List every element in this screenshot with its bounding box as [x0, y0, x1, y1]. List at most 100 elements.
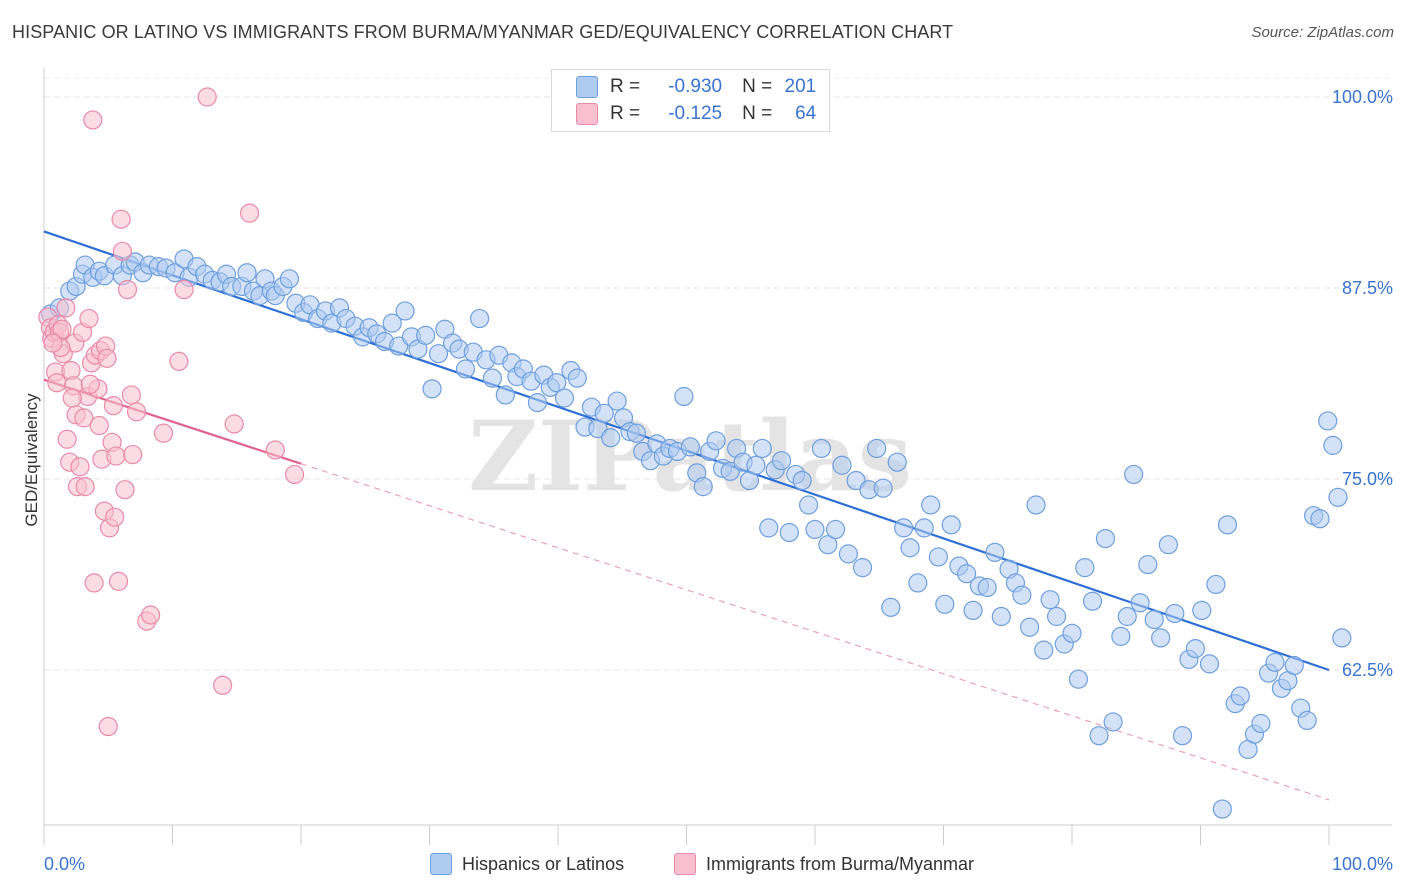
point-hispanic: [921, 495, 941, 515]
point-burma: [224, 414, 244, 434]
point-burma: [126, 402, 147, 422]
point-hispanic: [279, 269, 300, 289]
point-burma: [80, 374, 100, 394]
point-burma: [284, 464, 305, 485]
point-burma: [265, 440, 285, 460]
point-hispanic: [1040, 590, 1060, 610]
chart-title: HISPANIC OR LATINO VS IMMIGRANTS FROM BU…: [12, 22, 954, 42]
point-hispanic: [759, 518, 779, 538]
point-hispanic: [422, 379, 442, 399]
point-hispanic: [928, 547, 948, 567]
point-hispanic: [416, 325, 436, 345]
y-tick-label: 75.0%: [1342, 469, 1393, 489]
point-hispanic: [852, 558, 873, 578]
point-burma: [97, 348, 117, 368]
legend-n-label: N =: [742, 103, 773, 124]
point-hispanic: [693, 477, 713, 497]
point-hispanic: [825, 519, 846, 540]
point-hispanic: [1185, 639, 1205, 659]
point-burma: [105, 507, 125, 527]
point-hispanic: [1284, 655, 1304, 676]
point-hispanic: [1265, 652, 1285, 672]
source-label: Source: ZipAtlas.com: [1251, 24, 1394, 41]
point-hispanic: [237, 263, 257, 283]
bottom-legend-label-burma: Immigrants from Burma/Myanmar: [706, 853, 975, 874]
point-hispanic: [792, 470, 812, 491]
point-burma: [197, 87, 217, 107]
point-hispanic: [752, 438, 772, 459]
correlation-legend: R = -0.930 N = 201 R = -0.125 N = 64: [551, 69, 830, 132]
point-hispanic: [818, 535, 838, 555]
point-hispanic: [900, 538, 920, 558]
point-hispanic: [1075, 558, 1095, 578]
point-burma: [111, 209, 131, 229]
point-hispanic: [706, 431, 726, 451]
point-hispanic: [838, 544, 859, 564]
point-hispanic: [963, 600, 983, 621]
point-hispanic: [867, 438, 887, 459]
point-burma: [115, 480, 135, 500]
point-hispanic: [771, 451, 792, 471]
point-hispanic: [601, 428, 621, 448]
point-hispanic: [1332, 628, 1352, 648]
point-burma: [141, 605, 161, 625]
point-hispanic: [674, 386, 694, 407]
point-hispanic: [428, 344, 449, 364]
point-hispanic: [1251, 713, 1271, 734]
point-burma: [79, 308, 99, 329]
point-burma: [169, 351, 189, 371]
point-hispanic: [626, 423, 646, 443]
grid-lines: [44, 77, 1392, 671]
bottom-legend-burma: Immigrants from Burma/Myanmar: [674, 852, 974, 876]
point-hispanic: [1328, 487, 1348, 507]
point-burma: [108, 571, 129, 591]
bottom-legend-swatch-hispanic: [430, 853, 452, 875]
point-hispanic: [881, 597, 901, 617]
point-hispanic: [455, 359, 476, 379]
point-hispanic: [1089, 726, 1109, 746]
bottom-legend-label-hispanic: Hispanics or Latinos: [462, 853, 625, 874]
point-hispanic: [1012, 585, 1032, 605]
point-hispanic: [991, 606, 1011, 627]
legend-r-label: R =: [610, 103, 641, 124]
point-hispanic: [1130, 593, 1150, 613]
point-hispanic: [1318, 411, 1338, 431]
point-burma: [84, 573, 104, 593]
point-hispanic: [1019, 617, 1040, 637]
point-hispanic: [1111, 626, 1131, 646]
point-hispanic: [894, 518, 914, 538]
point-hispanic: [1297, 710, 1317, 731]
point-hispanic: [547, 373, 567, 393]
point-hispanic: [1034, 640, 1054, 660]
point-hispanic: [798, 495, 819, 515]
point-hispanic: [395, 301, 415, 321]
point-hispanic: [1217, 515, 1238, 535]
legend-swatch-burma: [576, 103, 598, 125]
point-hispanic: [1046, 606, 1067, 627]
point-hispanic: [908, 573, 928, 593]
point-hispanic: [811, 438, 832, 459]
axis-labels: 62.5% 75.0% 87.5% 100.0% 0.0% 100.0% GED/Equiv…: [22, 87, 1393, 874]
point-burma: [47, 373, 67, 393]
point-hispanic: [1199, 654, 1220, 674]
point-hispanic: [985, 542, 1005, 562]
point-hispanic: [607, 391, 627, 411]
point-burma: [98, 716, 118, 737]
point-burma: [62, 388, 82, 408]
point-hispanic: [1206, 574, 1226, 595]
trend-extension-burma: [300, 463, 1330, 801]
point-hispanic: [1230, 686, 1250, 706]
point-burma: [123, 444, 143, 465]
y-tick-label: 100.0%: [1332, 87, 1393, 107]
point-hispanic: [957, 564, 977, 584]
point-hispanic: [1068, 669, 1089, 689]
point-hispanic: [977, 577, 997, 598]
point-burma: [213, 675, 233, 695]
point-hispanic: [746, 455, 766, 475]
point-hispanic: [680, 437, 700, 457]
legend-r-value: -0.930: [668, 76, 723, 97]
point-burma: [153, 423, 174, 443]
point-hispanic: [495, 385, 515, 405]
legend-n-value: 201: [784, 76, 817, 97]
